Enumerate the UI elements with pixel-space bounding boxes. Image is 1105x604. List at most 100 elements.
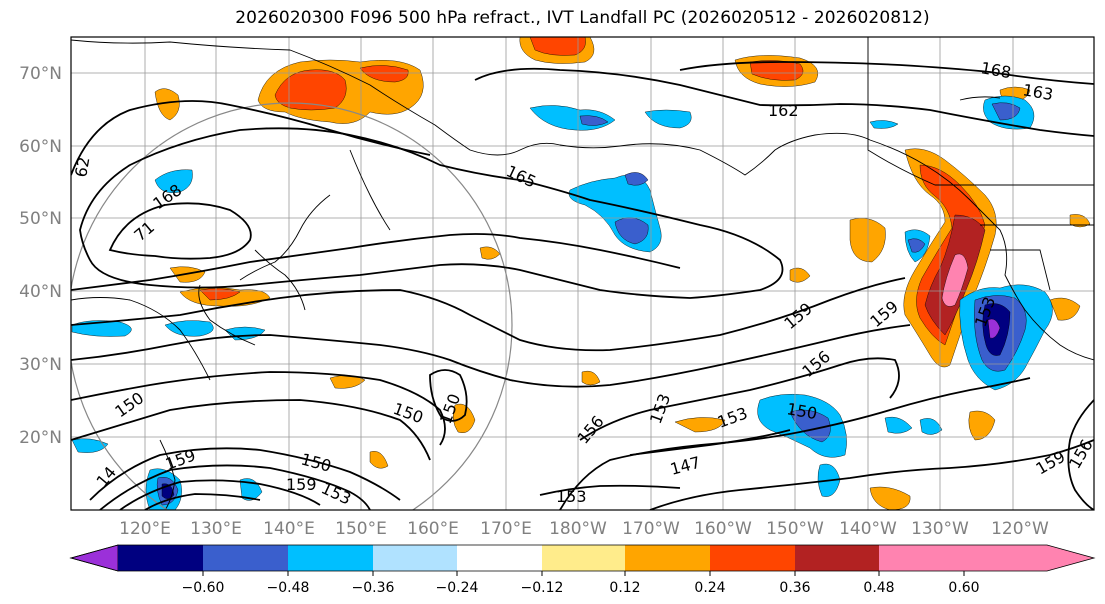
- colorbar-tick-label: −0.24: [436, 580, 479, 596]
- plot-frame: [70, 36, 1095, 511]
- contour-label: 162: [768, 101, 799, 120]
- lat-label: 50°N: [19, 209, 62, 229]
- colorbar-segment: [542, 545, 625, 571]
- lon-label: 170°W: [622, 519, 680, 539]
- lon-label: 170°E: [480, 519, 532, 539]
- lon-label: 120°W: [991, 519, 1049, 539]
- shaded-region: [581, 370, 601, 386]
- refractivity-contours: [71, 61, 1094, 510]
- map-title: 2026020300 F096 500 hPa refract., IVT La…: [235, 8, 930, 28]
- coastlines: [71, 37, 1094, 510]
- shaded-region: [624, 172, 649, 186]
- shaded-region: [674, 417, 726, 433]
- shaded-region: [154, 169, 193, 193]
- focus-circle: [71, 102, 513, 510]
- latitude-labels: 70°N 60°N 50°N 40°N 30°N 20°N: [19, 64, 62, 448]
- contour-label: 153: [556, 487, 587, 506]
- lon-label: 140°W: [839, 519, 897, 539]
- colorbar-tick-label: −0.36: [352, 580, 395, 596]
- contour-line: [108, 202, 252, 260]
- colorbar-tick-label: 0.36: [779, 580, 810, 596]
- colorbar-tick-label: −0.60: [182, 580, 225, 596]
- shaded-region: [869, 486, 911, 510]
- colorbar-tick-label: 0.24: [694, 580, 725, 596]
- contour-line: [99, 464, 371, 510]
- contour-line: [71, 399, 431, 461]
- colorbar-tick-label: 0.48: [863, 580, 894, 596]
- shaded-region: [644, 109, 692, 129]
- colorbar-tick-label: 0.12: [609, 580, 640, 596]
- contour-line: [1067, 399, 1094, 510]
- lat-label: 40°N: [19, 282, 62, 302]
- shaded-region: [869, 120, 899, 129]
- colorbar-segment: [457, 545, 542, 571]
- coastline: [959, 96, 1001, 101]
- contour-line: [579, 357, 900, 441]
- colorbar-ticks: [202, 571, 965, 576]
- coastline: [71, 297, 211, 381]
- lon-label: 160°E: [407, 519, 459, 539]
- contour-line: [119, 479, 321, 510]
- contour-line: [89, 447, 401, 501]
- shaded-region: [987, 318, 1001, 339]
- coastline: [349, 149, 391, 231]
- ivt-shading: [71, 37, 1091, 510]
- coastline: [239, 194, 331, 281]
- lon-label: 130°W: [911, 519, 969, 539]
- colorbar-segment: [203, 545, 288, 571]
- shaded-region: [749, 60, 804, 81]
- colorbar-segment: [373, 545, 457, 571]
- shaded-region: [941, 253, 969, 307]
- colorbar-segment: [710, 545, 795, 571]
- contour-line: [144, 493, 261, 510]
- coastline: [71, 39, 1094, 361]
- colorbar-extend-high: [964, 545, 1094, 571]
- contour-label: 62: [71, 155, 93, 178]
- contour-line: [79, 127, 784, 299]
- contour-line: [649, 439, 1094, 510]
- contour-line: [539, 484, 681, 496]
- contour-line: [71, 233, 681, 291]
- colorbar-tick-label: −0.12: [521, 580, 564, 596]
- shaded-region: [1049, 297, 1081, 321]
- lon-label: 120°E: [119, 519, 171, 539]
- contour-line: [71, 277, 906, 352]
- shaded-region: [919, 418, 943, 435]
- contour-line: [71, 324, 911, 388]
- shaded-region: [369, 451, 389, 469]
- coastline: [254, 249, 306, 311]
- lat-label: 60°N: [19, 137, 62, 157]
- longitude-labels: 120°E 130°E 140°E 150°E 160°E 170°E 180°…: [119, 519, 1049, 539]
- colorbar-segment: [625, 545, 710, 571]
- shaded-region: [359, 65, 409, 83]
- colorbar-segment: [795, 545, 879, 571]
- lon-label: 150°E: [335, 519, 387, 539]
- shaded-region: [154, 88, 180, 121]
- lon-label: 180°W: [549, 519, 607, 539]
- colorbar-tick-label: −0.48: [267, 580, 310, 596]
- shaded-region: [907, 238, 926, 253]
- lon-label: 140°E: [263, 519, 315, 539]
- contour-line: [429, 369, 468, 422]
- lat-label: 20°N: [19, 428, 62, 448]
- contour-line: [474, 67, 1094, 137]
- colorbar-segment: [288, 545, 373, 571]
- shaded-region: [1069, 214, 1091, 228]
- contour-line: [679, 61, 1094, 85]
- colorbar-outline: [69, 544, 1096, 572]
- lat-label: 30°N: [19, 355, 62, 375]
- lon-label: 160°W: [694, 519, 752, 539]
- border: [990, 249, 1051, 291]
- contour-line: [71, 371, 446, 446]
- colorbar-tick-labels: −0.60 −0.48 −0.36 −0.24 −0.12 0.12 0.24 …: [182, 580, 980, 596]
- colorbar-segment: [879, 545, 964, 571]
- contour-line: [559, 377, 1031, 510]
- lon-label: 130°E: [190, 519, 242, 539]
- lon-label: 150°W: [766, 519, 824, 539]
- contour-label: 159: [286, 475, 317, 494]
- shaded-region: [529, 37, 586, 56]
- colorbar: [69, 544, 1096, 572]
- colorbar-segment: [118, 545, 203, 571]
- contour-line: [71, 100, 431, 176]
- border: [867, 37, 1094, 186]
